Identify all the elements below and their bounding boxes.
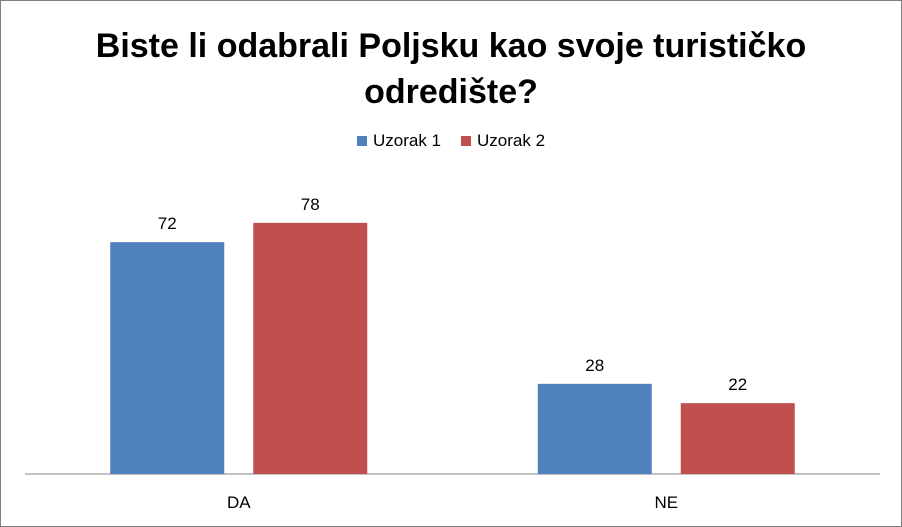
x-tick-label-da: DA — [227, 493, 251, 512]
x-tick-label-ne: NE — [654, 493, 678, 512]
bar-uzorak-1-da — [110, 242, 225, 474]
bar-uzorak-1-ne — [537, 383, 652, 474]
data-label-uzorak-2-ne: 22 — [728, 375, 747, 394]
legend-label-uzorak-2: Uzorak 2 — [477, 131, 546, 150]
legend-swatch-uzorak-2 — [461, 136, 471, 146]
legend-swatch-uzorak-1 — [356, 136, 367, 146]
bar-uzorak-2-ne — [680, 403, 795, 474]
data-label-uzorak-1-da: 72 — [158, 214, 177, 233]
legend-label-uzorak-1: Uzorak 1 — [372, 131, 441, 150]
chart-title: Biste li odabrali Poljsku kao svoje turi… — [1, 23, 901, 115]
data-label-uzorak-2-da: 78 — [301, 195, 320, 214]
legend: Uzorak 1 Uzorak 2 — [1, 131, 901, 151]
data-label-uzorak-1-ne: 28 — [585, 356, 604, 375]
chart-title-line-2: odredište? — [364, 73, 538, 111]
legend-item-uzorak-2: Uzorak 2 — [461, 131, 545, 151]
chart-title-line-1: Biste li odabrali Poljsku kao svoje turi… — [95, 27, 807, 65]
legend-item-uzorak-1: Uzorak 1 — [356, 131, 441, 151]
bar-uzorak-2-da — [253, 222, 368, 474]
